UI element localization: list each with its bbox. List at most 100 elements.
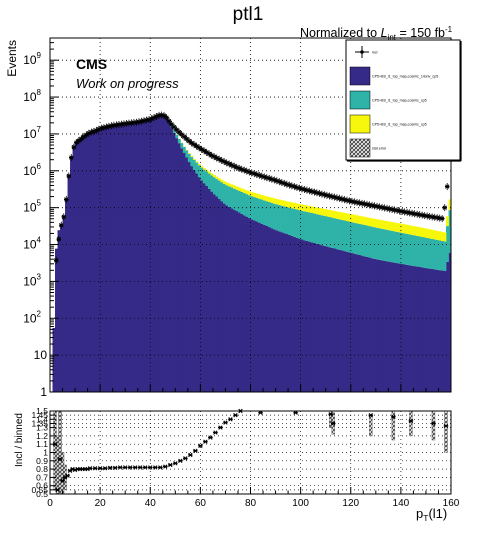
hist-bar-2 (210, 175, 214, 192)
hist-bar-2 (222, 183, 226, 204)
ratio-point (92, 466, 98, 471)
y-tick-label: 108 (23, 88, 41, 104)
hist-bar-2 (207, 173, 211, 189)
hist-bar-1 (285, 234, 289, 392)
hist-bar-3 (318, 207, 322, 215)
hist-bar-3 (222, 181, 226, 184)
ratio-point (218, 425, 223, 430)
y-tick-label: 103 (23, 272, 41, 288)
hist-bar-1 (172, 132, 176, 392)
hist-bar-1 (255, 221, 259, 392)
hist-bar-3 (247, 191, 251, 196)
hist-bar-2 (215, 178, 219, 197)
hist-bar-2 (303, 211, 307, 241)
hist-bar-3 (200, 166, 204, 168)
hist-bar-1 (125, 123, 129, 393)
incl-point (71, 144, 77, 150)
incl-point (164, 115, 169, 120)
hist-bar-1 (67, 175, 71, 392)
hist-bar-1 (270, 228, 274, 392)
hist-bar-1 (338, 249, 342, 392)
x-tick-label: 160 (443, 498, 460, 509)
ratio-point (213, 430, 218, 435)
hist-bar-2 (388, 230, 392, 262)
legend-entry: stat error (349, 138, 387, 158)
hist-bar-3 (398, 223, 402, 233)
hist-bar-3 (445, 216, 449, 227)
ratio-point (57, 456, 63, 462)
ratio-point (198, 443, 203, 449)
hist-bar-3 (333, 210, 337, 219)
hist-bar-1 (443, 270, 447, 392)
hist-bar-3 (253, 192, 256, 198)
hist-bar-3 (358, 215, 362, 224)
hist-bar-1 (222, 203, 226, 392)
hist-bar-3 (368, 217, 372, 227)
hist-bar-1 (375, 259, 379, 392)
hist-bar-3 (395, 222, 399, 232)
hist-bar-1 (265, 225, 269, 392)
hist-bar-3 (270, 197, 274, 203)
hist-bar-1 (70, 157, 73, 392)
hist-bar-2 (320, 215, 324, 246)
hist-bar-1 (185, 157, 189, 392)
hist-bar-1 (145, 120, 149, 392)
ratio-y-tick-label: 1 (43, 448, 48, 458)
hist-bar-1 (420, 267, 424, 392)
hist-bar-2 (328, 216, 332, 248)
hist-bar-1 (403, 264, 407, 392)
hist-bar-2 (242, 193, 246, 216)
hist-bar-2 (318, 214, 322, 245)
hist-bar-1 (102, 127, 106, 392)
hist-bar-2 (247, 195, 251, 219)
hist-bar-2 (448, 210, 452, 253)
hist-bar-3 (268, 197, 271, 203)
hist-bar-1 (117, 124, 121, 392)
hist-bar-3 (403, 224, 407, 234)
hist-bar-3 (390, 222, 394, 231)
ratio-point (228, 417, 233, 422)
hist-bar-3 (423, 228, 427, 238)
hist-bar-3 (430, 229, 434, 239)
hist-bar-1 (345, 251, 349, 392)
x-tick-label: 120 (342, 498, 359, 509)
hist-bar-3 (363, 216, 367, 225)
hist-bar-1 (232, 209, 236, 392)
hist-bar-2 (315, 214, 319, 244)
hist-bar-3 (237, 187, 241, 191)
hist-bar-1 (398, 263, 402, 392)
hist-bar-2 (355, 223, 359, 255)
hist-bar-3 (202, 168, 206, 170)
hist-bar-3 (245, 190, 249, 195)
ratio-point (142, 465, 148, 470)
hist-bar-1 (120, 124, 124, 392)
ratio-point (408, 418, 414, 424)
cms-label: CMS (76, 56, 107, 72)
hist-bar-3 (325, 209, 329, 217)
hist-bar-1 (235, 211, 239, 392)
hist-bar-2 (253, 197, 256, 221)
ratio-point (173, 461, 178, 466)
hist-bar-1 (408, 265, 412, 392)
hist-bar-1 (305, 240, 309, 392)
hist-bar-3 (418, 227, 422, 237)
hist-bar-2 (343, 220, 347, 252)
hist-bar-3 (210, 173, 214, 176)
ratio-point (137, 465, 143, 470)
ratio-point (328, 412, 333, 417)
hist-bar-1 (393, 262, 397, 392)
hist-bar-1 (340, 250, 344, 392)
hist-bar-1 (435, 269, 439, 392)
hist-bar-1 (160, 115, 164, 392)
hist-bar-2 (323, 215, 327, 246)
x-tick-label: 20 (95, 498, 107, 509)
hist-bar-1 (212, 194, 216, 392)
legend-swatch (349, 66, 371, 86)
hist-bar-2 (385, 229, 389, 262)
hist-bar-3 (280, 200, 284, 206)
hist-bar-1 (335, 249, 339, 392)
ratio-y-tick-label: 0.7 (36, 472, 48, 482)
ratio-y-tick-label: 0.5 (36, 489, 48, 499)
hist-bar-3 (273, 198, 276, 204)
